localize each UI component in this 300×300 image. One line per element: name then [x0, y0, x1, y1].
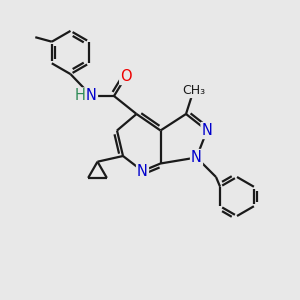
Text: N: N	[202, 123, 212, 138]
Text: N: N	[86, 88, 97, 104]
Text: CH₃: CH₃	[182, 84, 205, 97]
Text: N: N	[191, 150, 202, 165]
Text: N: N	[137, 164, 148, 178]
Text: O: O	[120, 69, 132, 84]
Text: H: H	[75, 88, 86, 104]
